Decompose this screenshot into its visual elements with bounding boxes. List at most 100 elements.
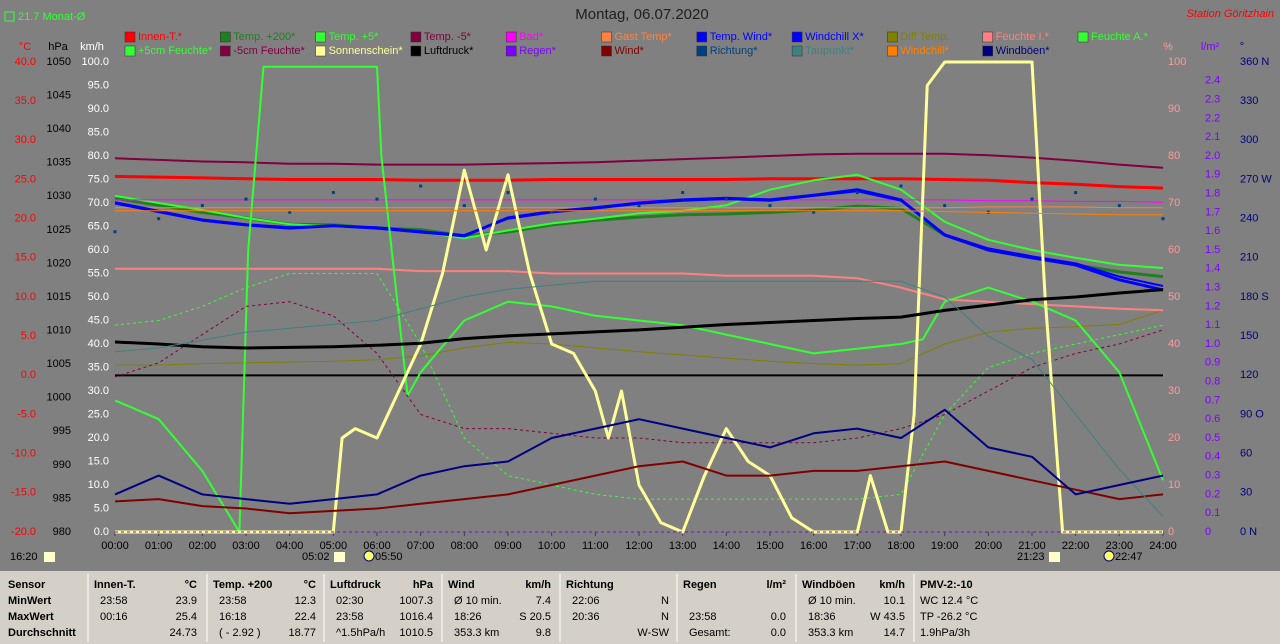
cell: 18.77 <box>288 627 316 639</box>
y-tick-label: 90 <box>1168 103 1180 115</box>
point <box>200 204 204 208</box>
y-tick-label: 1.3 <box>1205 282 1220 294</box>
point <box>593 197 597 201</box>
y-tick-label: 330 <box>1240 95 1258 107</box>
event-time: 16:20 <box>10 551 38 563</box>
x-tick-label: 14:00 <box>713 540 741 552</box>
y-tick-label: -20.0 <box>11 526 36 538</box>
point <box>550 210 554 214</box>
series-line <box>114 408 1164 505</box>
cell: 0.0 <box>771 611 786 623</box>
y-tick-label: 0.4 <box>1205 451 1220 463</box>
x-tick-label: 08:00 <box>451 540 479 552</box>
y-tick-label: 1015 <box>47 291 71 303</box>
x-tick-label: 03:00 <box>232 540 260 552</box>
event-time: 05:02 <box>302 551 330 563</box>
legend-label: Windböen* <box>996 45 1051 57</box>
point <box>899 184 903 188</box>
legend-swatch <box>505 45 517 57</box>
y-tick-label: -5.0 <box>17 408 36 420</box>
y-tick-label: 0.5 <box>1205 432 1220 444</box>
legend-swatch <box>410 31 422 43</box>
y-tick-label: 1.0 <box>1205 338 1220 350</box>
legend-swatch <box>982 31 993 43</box>
y-tick-label: 90.0 <box>88 103 109 115</box>
cell: 1010.5 <box>399 627 433 639</box>
y-tick-label: 995 <box>53 425 71 437</box>
y-tick-label: 210 <box>1240 252 1258 264</box>
y-tick-label: 0.6 <box>1205 413 1220 425</box>
legend-label: Innen-T.* <box>138 31 183 43</box>
point <box>812 210 816 214</box>
sun-icon <box>1049 552 1060 562</box>
y-tick-label: 65.0 <box>88 220 109 232</box>
y-tick-label: 120 <box>1240 369 1258 381</box>
cell: 10.1 <box>884 595 905 607</box>
column-header: Richtung <box>566 579 614 591</box>
legend-swatch <box>220 45 231 57</box>
point <box>1074 191 1078 195</box>
legend-swatch <box>505 31 517 43</box>
column-unit: km/h <box>525 579 551 591</box>
legend-swatch <box>791 45 803 57</box>
y-tick-label: 75.0 <box>88 173 109 185</box>
y-tick-label: 1045 <box>47 89 71 101</box>
y-tick-label: 0.2 <box>1205 488 1220 500</box>
axis-unit: l/m² <box>1201 41 1220 53</box>
legend-label: -5cm Feuchte* <box>233 45 305 57</box>
y-tick-label: 80 <box>1168 150 1180 162</box>
cell: 18:36 <box>808 611 836 623</box>
cell: 0.0 <box>771 627 786 639</box>
series-line <box>115 309 1164 366</box>
y-tick-label: 1.1 <box>1205 319 1220 331</box>
legend-label: Temp. +5* <box>329 31 380 43</box>
cell: 1.9hPa/3h <box>920 627 970 639</box>
series-line <box>115 206 1163 209</box>
cell: 16:18 <box>219 611 247 623</box>
cell: 7.4 <box>536 595 551 607</box>
x-tick-label: 19:00 <box>931 540 959 552</box>
y-tick-label: 10 <box>1168 479 1180 491</box>
cell: 00:16 <box>100 611 128 623</box>
cell: 353.3 km <box>808 627 853 639</box>
series-line <box>114 273 1164 500</box>
cell: 23:58 <box>100 595 128 607</box>
legend-swatch <box>601 45 612 57</box>
legend-label: Temp. -5* <box>424 31 472 43</box>
row-label: Sensor <box>8 579 46 591</box>
y-tick-label: 80.0 <box>88 150 109 162</box>
column-unit: km/h <box>879 579 905 591</box>
sun-icon <box>334 552 345 562</box>
chart-title: Montag, 06.07.2020 <box>575 6 708 23</box>
y-tick-label: 70 <box>1168 197 1180 209</box>
x-tick-label: 02:00 <box>189 540 217 552</box>
y-tick-label: 60.0 <box>88 244 109 256</box>
y-tick-label: 15.0 <box>15 252 36 264</box>
y-tick-label: 1.8 <box>1205 188 1220 200</box>
y-tick-label: -10.0 <box>11 448 36 460</box>
y-tick-label: 1.9 <box>1205 169 1220 181</box>
y-tick-label: 2.1 <box>1205 131 1220 143</box>
cell: 22:06 <box>572 595 600 607</box>
y-tick-label: 20.0 <box>88 432 109 444</box>
y-tick-label: 0.0 <box>21 369 36 381</box>
legend-swatch <box>887 45 898 57</box>
cell: 1007.3 <box>399 595 433 607</box>
point <box>1161 217 1165 221</box>
y-tick-label: 1.6 <box>1205 225 1220 237</box>
x-tick-label: 13:00 <box>669 540 697 552</box>
y-tick-label: 10.0 <box>88 479 109 491</box>
y-tick-label: 30 <box>1168 385 1180 397</box>
y-tick-label: 40.0 <box>88 338 109 350</box>
x-tick-label: 18:00 <box>887 540 915 552</box>
point <box>506 191 510 195</box>
point <box>637 204 641 208</box>
cell: W-SW <box>637 627 669 639</box>
series-line <box>114 288 1164 350</box>
y-tick-label: 0.3 <box>1205 470 1220 482</box>
column-header: PMV-2:-10 <box>920 579 973 591</box>
x-tick-label: 06:00 <box>363 540 391 552</box>
cell: N <box>661 595 669 607</box>
legend-label: Diff Temp. <box>900 31 949 43</box>
